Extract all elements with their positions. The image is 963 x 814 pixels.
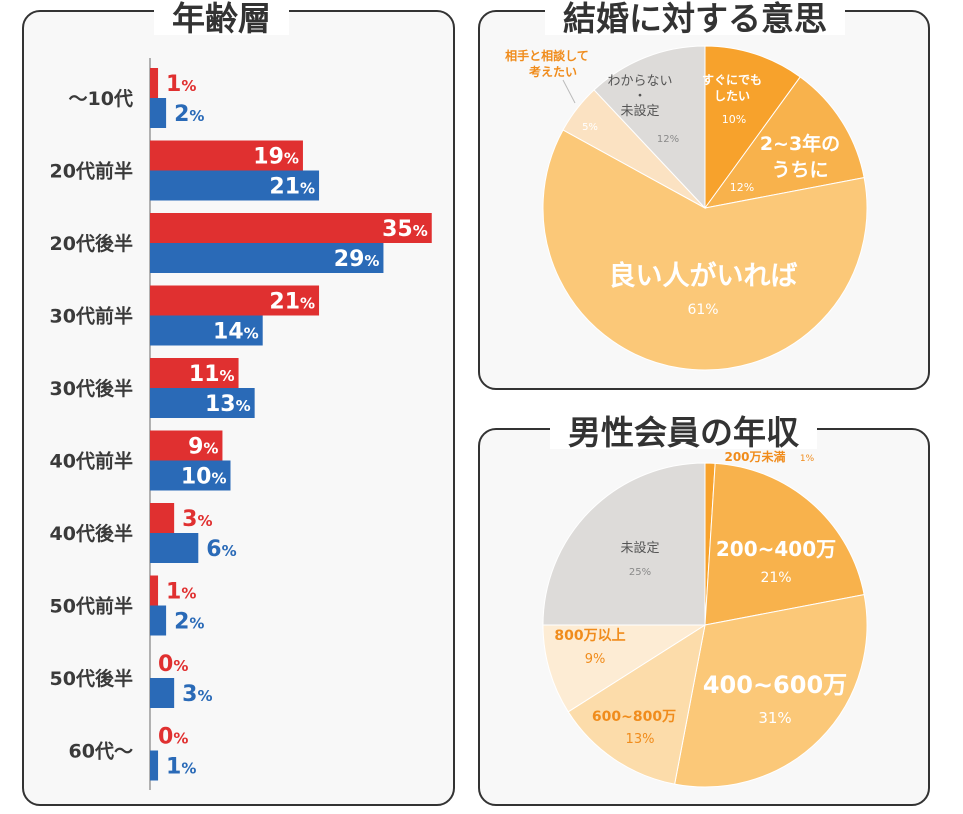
income-callout-label: 200万未満	[724, 449, 785, 464]
intent-callout-label: 相手と相談して	[505, 48, 589, 63]
age-category-label: 50代前半	[50, 595, 133, 618]
income-pie-slice	[542, 624, 707, 713]
income-slice-label: 600~800万	[592, 709, 676, 725]
age-bar-blue	[150, 315, 263, 346]
intent-slice-label: ・	[633, 89, 646, 104]
age-bar-value: 11%	[189, 362, 235, 387]
age-category-label: 40代前半	[50, 450, 133, 473]
intent-slice-label: 良い人がいれば	[609, 260, 798, 292]
income-slice-label: 800万以上	[554, 628, 625, 644]
age-bar-value: 9%	[188, 435, 218, 460]
age-bar-blue	[150, 98, 167, 128]
age-bar-blue	[150, 605, 167, 636]
age-category-label: 50代後半	[50, 667, 133, 690]
age-bar-value: 35%	[382, 217, 428, 242]
intent-slice-label: わからない	[607, 74, 672, 89]
age-bar-value: 6%	[206, 537, 236, 562]
intent-slice-pct: 12%	[657, 134, 679, 145]
intent-slice-pct: 5%	[582, 122, 598, 133]
marriage-intent-pie-slice	[542, 129, 868, 371]
marriage-intent-title: 結婚に対する意思	[545, 2, 845, 35]
age-bar-blue	[150, 243, 384, 273]
income-pie-slice	[674, 594, 868, 788]
age-bar-red	[150, 575, 159, 606]
age-bar-red	[150, 503, 175, 533]
age-bar-value: 3%	[182, 682, 212, 707]
income-slice-pct: 31%	[758, 709, 791, 727]
age-category-label: 40代後半	[50, 522, 133, 545]
intent-slice-label: 2~3年の	[760, 132, 840, 155]
income-callout-pct: 1%	[800, 454, 815, 464]
marriage-intent-pie-slice	[703, 76, 865, 209]
age-category-label: 20代前半	[50, 160, 133, 183]
income-slice-pct: 9%	[585, 652, 606, 667]
age-bar-value: 1%	[166, 72, 196, 97]
age-category-label: 60代〜	[69, 741, 133, 763]
marriage-intent-pie-slice	[593, 45, 706, 210]
age-bar-value: 21%	[269, 175, 315, 200]
age-category-label: 〜10代	[69, 88, 133, 110]
age-bar-value: 29%	[334, 247, 380, 272]
income-slice-label: 未設定	[620, 540, 659, 556]
age-bar-red	[150, 140, 303, 171]
age-bar-value: 1%	[166, 580, 196, 605]
age-bar-value: 0%	[158, 652, 188, 677]
income-slice-label: 200~400万	[716, 537, 836, 561]
intent-slice-pct: 61%	[687, 302, 718, 318]
intent-slice-label: したい	[714, 89, 750, 103]
age-bar-value: 3%	[182, 507, 212, 532]
age-bar-blue	[150, 750, 159, 781]
income-slice-pct: 21%	[760, 570, 791, 586]
age-bar-value: 0%	[158, 725, 188, 750]
age-bar-red	[150, 68, 159, 98]
intent-slice-label: すぐにでも	[702, 73, 762, 87]
age-bar-value: 14%	[213, 320, 259, 345]
age-bar-value: 21%	[269, 290, 315, 315]
income-pie-slice	[542, 462, 706, 626]
intent-slice-label: 未設定	[620, 103, 659, 119]
income-pie-slice	[704, 462, 865, 626]
marriage-intent-pie-slice	[704, 45, 801, 210]
income-chart-title: 男性会員の年収	[550, 416, 817, 449]
income-slice-pct: 13%	[626, 732, 655, 747]
intent-slice-pct: 12%	[730, 181, 754, 194]
age-bar-red	[150, 213, 432, 243]
age-category-label: 30代前半	[50, 305, 133, 328]
age-bar-red	[150, 285, 320, 316]
age-bar-red	[150, 358, 239, 388]
age-bar-value: 2%	[174, 610, 204, 635]
age-bar-value: 1%	[166, 755, 196, 780]
intent-slice-pct: 10%	[722, 113, 746, 126]
intent-callout-line	[562, 79, 576, 104]
age-bar-blue	[150, 170, 320, 201]
age-category-label: 20代後半	[50, 232, 133, 255]
age-bar-value: 13%	[205, 392, 251, 417]
age-bar-value: 2%	[174, 102, 204, 127]
age-category-label: 30代後半	[50, 377, 133, 400]
age-bar-value: 19%	[253, 145, 299, 170]
age-bar-red	[150, 430, 223, 461]
income-slice-label: 400~600万	[703, 671, 847, 699]
age-bar-blue	[150, 533, 199, 563]
income-slice-pct: 25%	[629, 567, 651, 578]
age-bar-blue	[150, 388, 255, 418]
intent-callout-label: 考えたい	[529, 64, 577, 79]
age-bar-value: 10%	[181, 465, 227, 490]
age-bar-blue	[150, 460, 231, 491]
age-chart-title: 年齢層	[154, 2, 289, 35]
intent-slice-label: うちに	[771, 159, 828, 181]
income-pie-slice	[567, 623, 706, 785]
age-bar-blue	[150, 678, 175, 708]
